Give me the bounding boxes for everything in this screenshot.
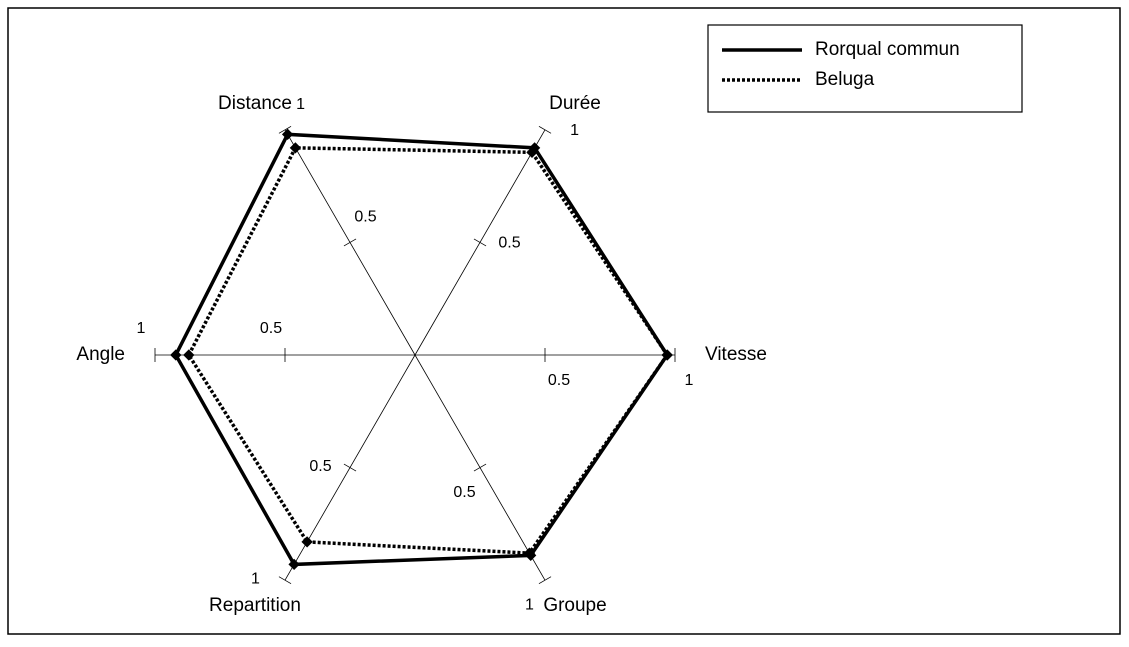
category-label: Vitesse: [705, 344, 767, 365]
tick-label: 0.5: [354, 209, 376, 226]
category-label: Repartition: [209, 595, 301, 616]
tick-label: 1: [570, 122, 579, 139]
tick-label: 0.5: [309, 458, 331, 475]
tick-label: 1: [137, 320, 146, 337]
chart-frame: [7, 7, 1121, 635]
category-label: Durée: [549, 93, 601, 114]
tick-mark: [343, 463, 357, 472]
legend-label: Beluga: [815, 69, 875, 90]
data-point: [523, 547, 536, 559]
category-label: Angle: [76, 344, 125, 365]
data-point: [301, 536, 313, 548]
tick-mark: [278, 576, 292, 585]
tick-label: 0.5: [548, 372, 570, 389]
tick-label: 1: [296, 96, 305, 113]
tick-label: 0.5: [498, 235, 520, 252]
data-point: [288, 558, 300, 571]
series-line: [173, 132, 670, 567]
tick-label: 1: [525, 597, 534, 614]
legend-label: Rorqual commun: [815, 39, 960, 60]
data-point: [289, 142, 302, 154]
legend-box: [707, 24, 1023, 113]
data-point: [661, 349, 673, 361]
data-point: [183, 349, 195, 361]
tick-mark: [473, 463, 487, 472]
tick-label: 1: [251, 571, 260, 588]
category-label: Distance: [218, 93, 292, 114]
category-label: Groupe: [543, 595, 606, 616]
tick-mark: [538, 576, 552, 585]
series-line: [186, 146, 670, 555]
tick-label: 1: [685, 372, 694, 389]
data-point: [281, 128, 294, 140]
data-point: [170, 349, 182, 361]
tick-mark: [343, 238, 357, 247]
tick-mark: [278, 125, 292, 134]
tick-label: 0.5: [453, 484, 475, 501]
tick-label: 0.5: [260, 320, 282, 337]
data-point: [526, 146, 538, 159]
tick-mark: [538, 125, 552, 134]
tick-mark: [473, 238, 487, 247]
